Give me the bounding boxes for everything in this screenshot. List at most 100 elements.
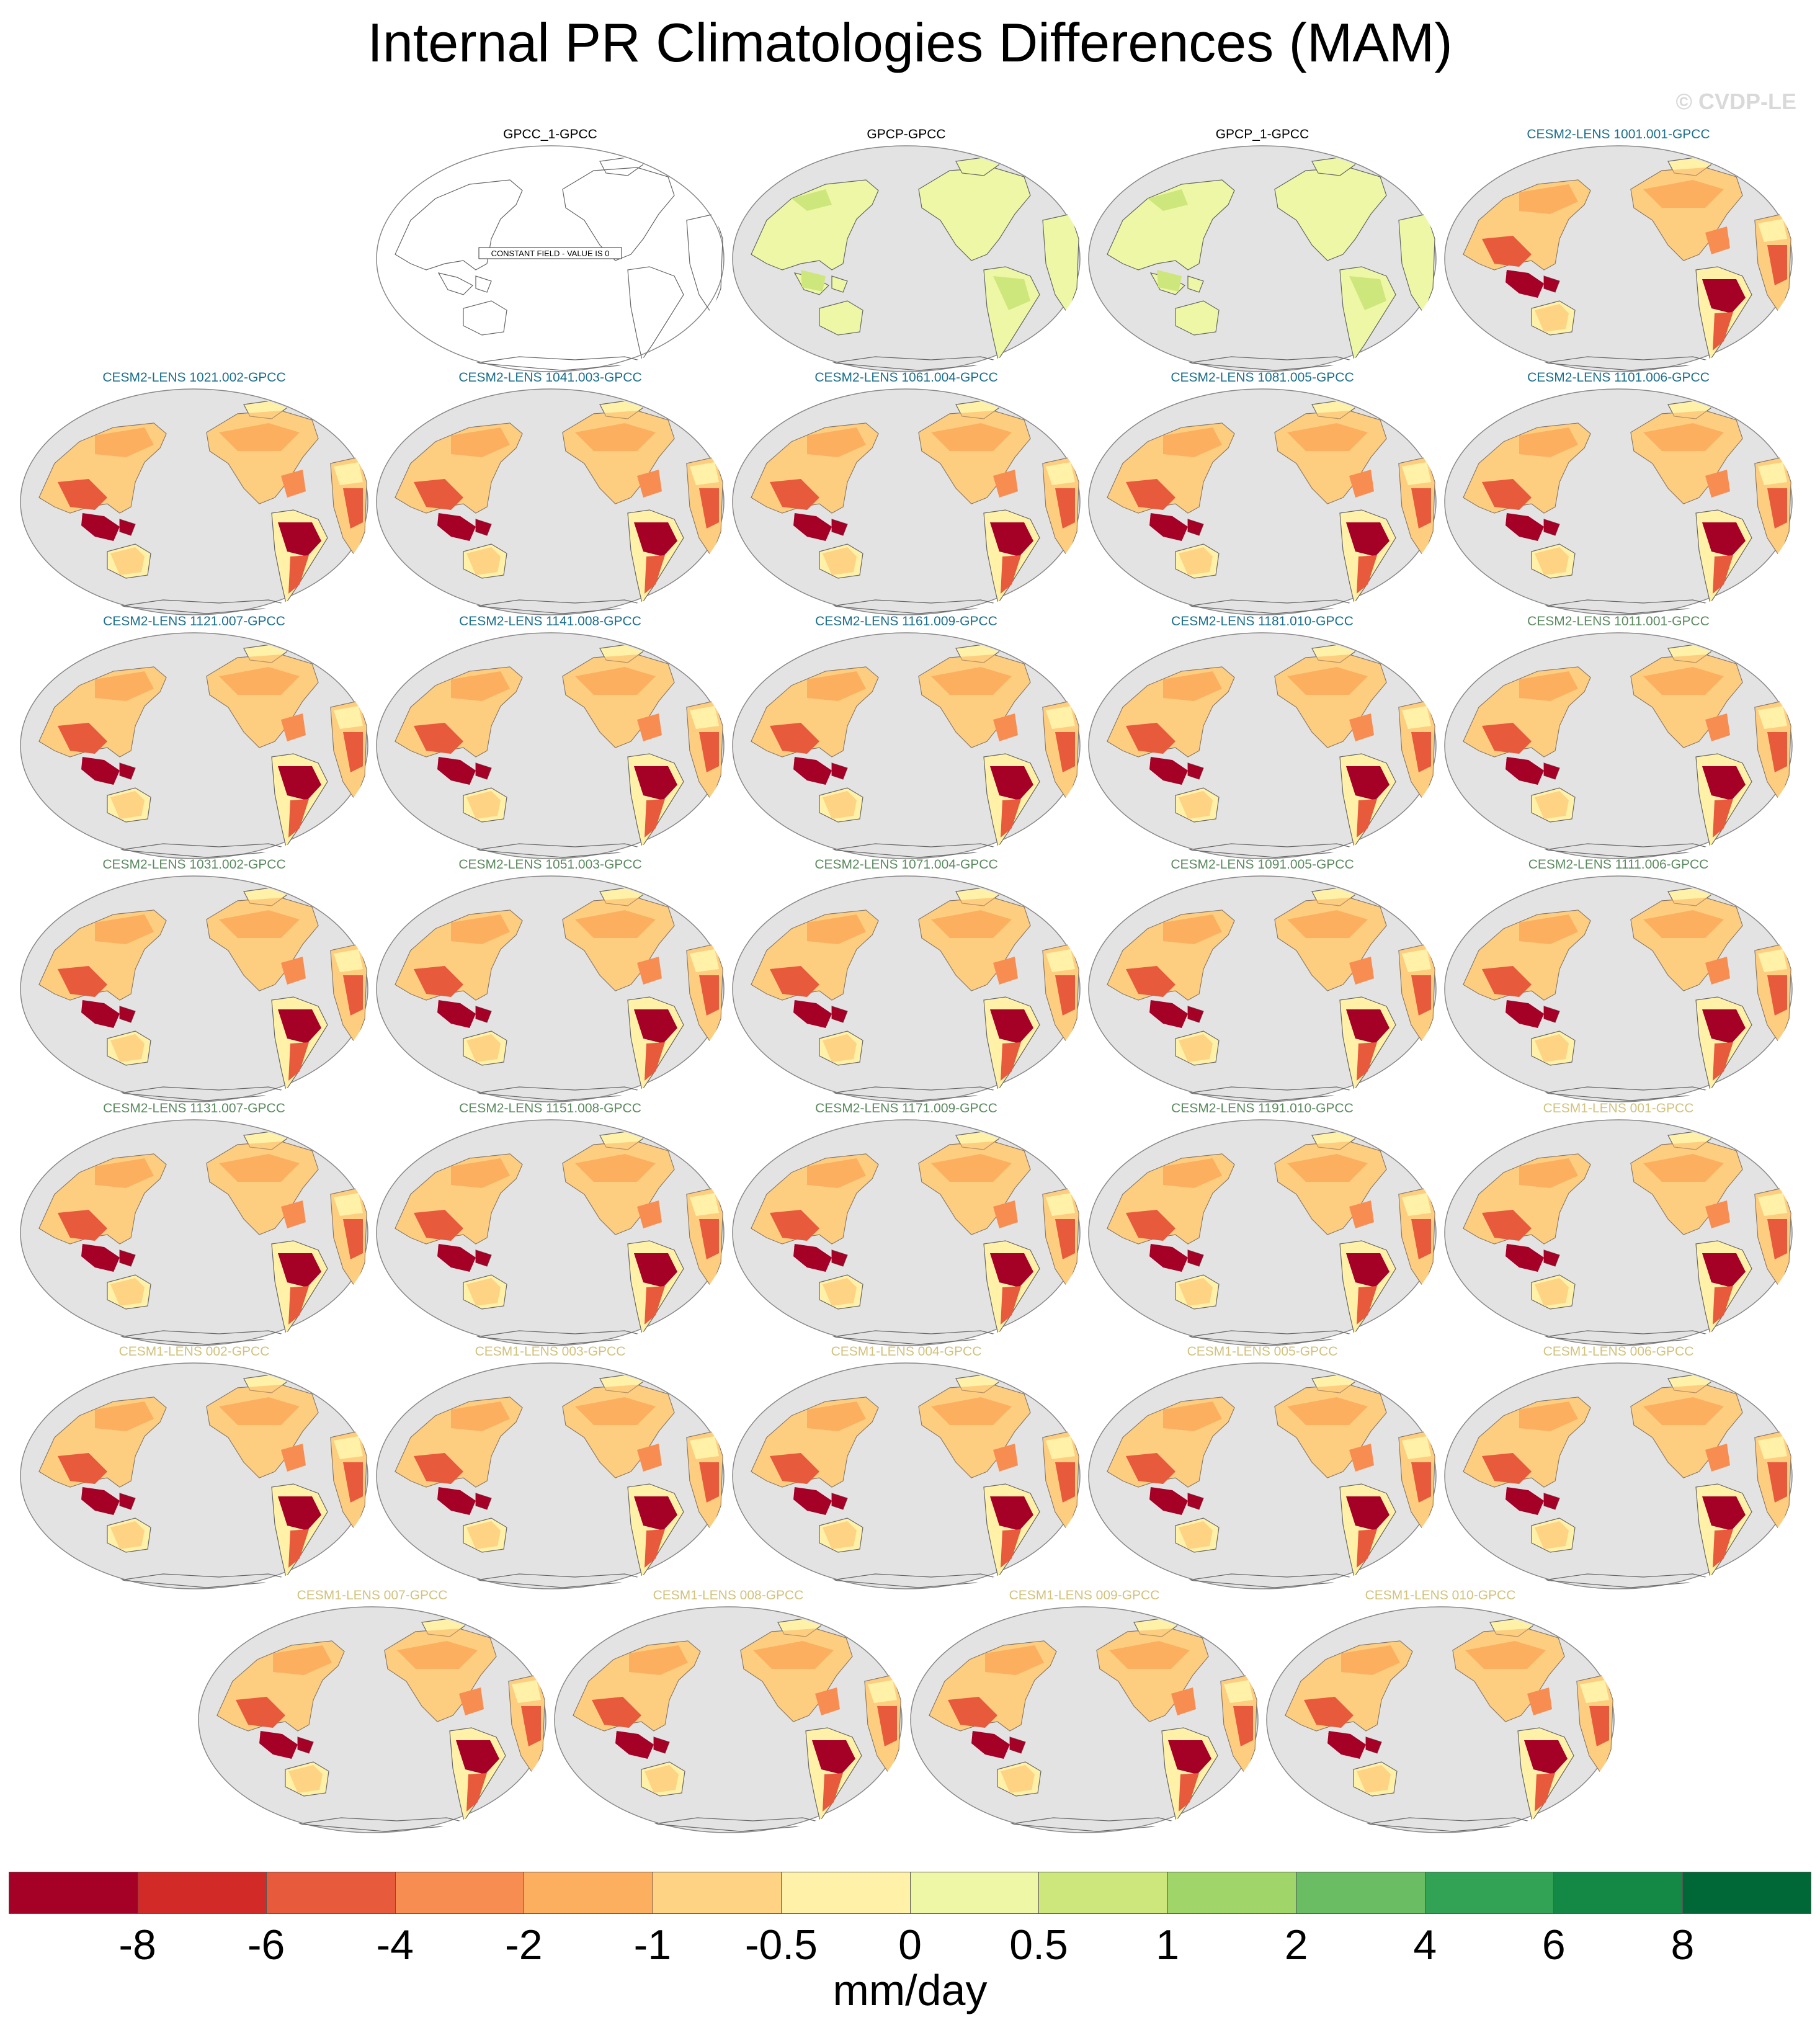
world-map — [1444, 1119, 1793, 1346]
continent-antarc — [1187, 1330, 1362, 1345]
map-panel: CESM2-LENS 1181.010-GPCC — [1086, 614, 1439, 862]
colorbar-box — [1296, 1872, 1425, 1913]
map-panel: CESM2-LENS 1031.002-GPCC — [17, 857, 371, 1106]
colorbar — [9, 1872, 1811, 1914]
map-panel: CESM1-LENS 009-GPCC — [908, 1588, 1261, 1836]
map-panel: CESM2-LENS 1161.009-GPCC — [729, 614, 1083, 862]
map-panel: CESM2-LENS 1011.001-GPCC — [1442, 614, 1795, 862]
colorbar-tick-label: -0.5 — [744, 1921, 818, 1969]
map-panel-title: CESM2-LENS 1101.006-GPCC — [1527, 370, 1710, 385]
continent-aus — [1175, 300, 1220, 336]
continent-antarc — [1543, 1086, 1718, 1101]
world-map — [1088, 1362, 1437, 1589]
world-map — [1444, 875, 1793, 1102]
world-map — [732, 875, 1081, 1102]
continent-aus — [819, 300, 863, 336]
continent-antarc — [119, 843, 294, 858]
continent-antarc — [653, 1817, 828, 1832]
map-panel-title: GPCP-GPCC — [867, 127, 946, 141]
world-map — [376, 388, 725, 615]
world-map — [20, 1119, 368, 1346]
continent-antarc — [475, 1330, 650, 1345]
continent-antarc — [831, 356, 1006, 371]
map-panel: CESM1-LENS 008-GPCC — [551, 1588, 905, 1836]
map-panel-title: GPCP_1-GPCC — [1215, 127, 1309, 141]
colorbar-box — [267, 1872, 396, 1913]
colorbar-tick-label: -6 — [247, 1921, 285, 1969]
continent-antarc — [119, 599, 294, 614]
world-map — [1444, 632, 1793, 859]
map-panel: CESM2-LENS 1141.008-GPCC — [373, 614, 727, 862]
colorbar-tick-label: 0 — [898, 1921, 922, 1969]
world-map — [1088, 1119, 1437, 1346]
figure-title: Internal PR Climatologies Differences (M… — [367, 12, 1453, 73]
map-panel-title: CESM2-LENS 1171.009-GPCC — [815, 1101, 997, 1115]
world-map — [1444, 388, 1793, 615]
colorbar-box — [138, 1872, 267, 1913]
continent-antarc — [831, 843, 1006, 858]
map-panel: CESM2-LENS 1121.007-GPCC — [17, 614, 371, 862]
world-map — [376, 1362, 725, 1589]
world-map — [732, 632, 1081, 859]
continent-antarc — [475, 843, 650, 858]
continent-samer — [627, 266, 684, 361]
continent-namer — [562, 167, 675, 261]
world-map — [376, 632, 725, 859]
continent-antarc — [1009, 1817, 1184, 1832]
map-panel-title: CESM1-LENS 007-GPCC — [297, 1588, 448, 1602]
map-panel-title: CESM2-LENS 1071.004-GPCC — [814, 857, 998, 872]
map-panel-title: CESM2-LENS 1031.002-GPCC — [102, 857, 286, 872]
map-panel: GPCP-GPCC — [729, 127, 1083, 375]
colorbar-box — [782, 1872, 911, 1913]
world-map: CONSTANT FIELD - VALUE IS 0 — [376, 145, 725, 372]
constant-field-box — [478, 247, 622, 259]
map-panel-title: CESM1-LENS 010-GPCC — [1365, 1588, 1516, 1602]
continent-antarc — [297, 1817, 472, 1832]
watermark: © CVDP-LE — [1675, 89, 1796, 114]
map-panel: CESM1-LENS 010-GPCC — [1264, 1588, 1617, 1836]
continent-seasia — [437, 272, 492, 295]
map-panel: CESM1-LENS 003-GPCC — [373, 1344, 727, 1593]
map-panel: CESM2-LENS 1001.001-GPCC — [1442, 127, 1795, 375]
colorbar-tick-label: -4 — [376, 1921, 414, 1969]
map-panel: CESM1-LENS 006-GPCC — [1442, 1344, 1795, 1593]
continent-antarc — [119, 1330, 294, 1345]
map-panel-title: CESM2-LENS 1191.010-GPCC — [1171, 1101, 1354, 1115]
continent-antarc — [1543, 843, 1718, 858]
map-panel: CESM1-LENS 001-GPCC — [1442, 1101, 1795, 1349]
colorbar-box — [1682, 1872, 1811, 1913]
world-map — [198, 1606, 546, 1833]
continent-antarc — [1187, 356, 1362, 371]
continent-asia — [751, 179, 879, 270]
colorbar-box — [653, 1872, 782, 1913]
colorbar-box — [1425, 1872, 1554, 1913]
map-panel-title: CESM2-LENS 1131.007-GPCC — [103, 1101, 285, 1115]
map-panel: CESM2-LENS 1171.009-GPCC — [729, 1101, 1083, 1349]
map-panel: CESM2-LENS 1191.010-GPCC — [1086, 1101, 1439, 1349]
continent-antarc — [1543, 1330, 1718, 1345]
continent-antarc — [1543, 1573, 1718, 1588]
map-panel: CESM1-LENS 005-GPCC — [1086, 1344, 1439, 1593]
world-map — [1088, 875, 1437, 1102]
world-map — [1266, 1606, 1615, 1833]
world-map — [376, 1119, 725, 1346]
colorbar-box — [1039, 1872, 1168, 1913]
continent-aus — [463, 300, 507, 336]
continent-antarc — [1187, 599, 1362, 614]
continent-antarc — [119, 1086, 294, 1101]
map-panel: CESM2-LENS 1131.007-GPCC — [17, 1101, 371, 1349]
colorbar-tick-label: -2 — [505, 1921, 543, 1969]
map-panel-title: CESM2-LENS 1151.008-GPCC — [459, 1101, 641, 1115]
map-panel-title: CESM1-LENS 008-GPCC — [653, 1588, 804, 1602]
continent-antarc — [475, 1573, 650, 1588]
map-panel-title: CESM1-LENS 005-GPCC — [1187, 1344, 1338, 1359]
continent-antarc — [119, 1573, 294, 1588]
map-panel: GPCC_1-GPCC CONSTANT FIELD - VALUE IS 0 — [373, 127, 727, 375]
map-panel-title: CESM2-LENS 1061.004-GPCC — [814, 370, 998, 385]
colorbar-tick-label: -1 — [633, 1921, 672, 1969]
map-panel: CESM2-LENS 1061.004-GPCC — [729, 370, 1083, 619]
continent-antarc — [831, 599, 1006, 614]
map-panel-title: CESM2-LENS 1001.001-GPCC — [1527, 127, 1710, 141]
world-map — [376, 875, 725, 1102]
map-panel: GPCP_1-GPCC — [1086, 127, 1439, 375]
